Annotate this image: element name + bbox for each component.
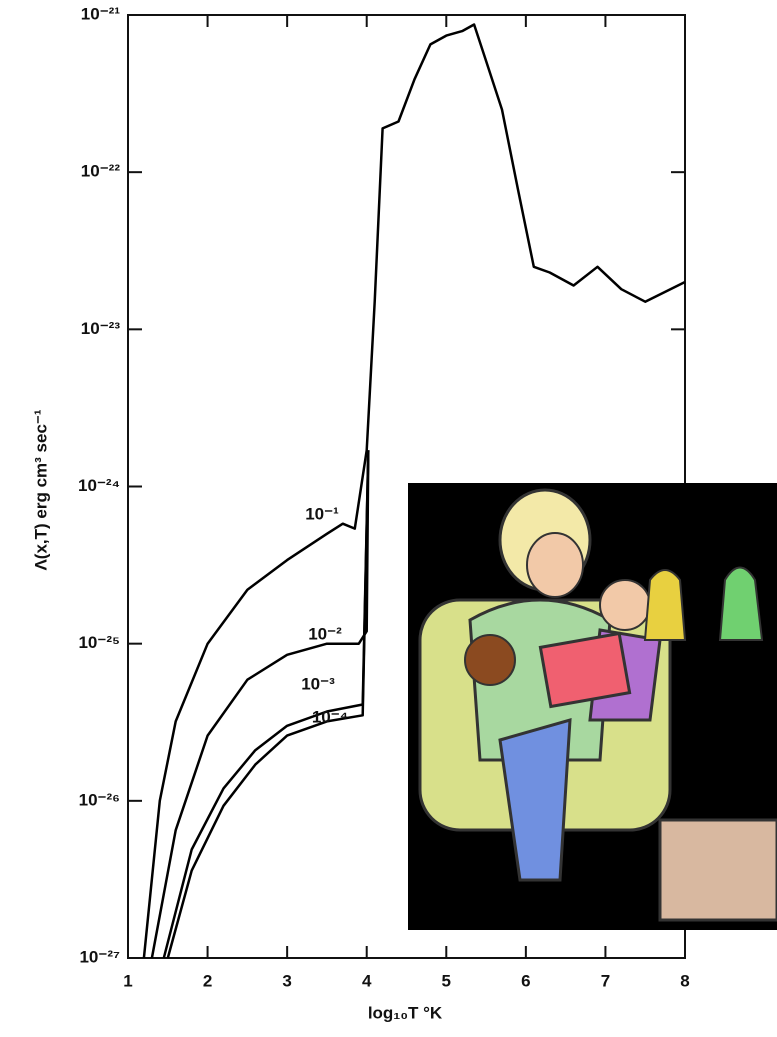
y-tick-label: 10⁻²³ bbox=[81, 319, 121, 338]
x-tick-label: 7 bbox=[601, 971, 610, 990]
grandmother-face bbox=[526, 532, 584, 598]
curves bbox=[142, 23, 686, 959]
y-axis-label: Λ(x,T) erg cm³ sec⁻¹ bbox=[31, 409, 50, 570]
curve-label: 10⁻⁴ bbox=[312, 707, 348, 726]
x-tick-label: 5 bbox=[442, 971, 451, 990]
y-tick-label: 10⁻²² bbox=[81, 162, 121, 181]
x-tick-label: 3 bbox=[282, 971, 291, 990]
coat-yellow bbox=[643, 569, 687, 641]
y-tick-label: 10⁻²⁴ bbox=[78, 476, 120, 495]
curve bbox=[166, 450, 370, 959]
x-tick-label: 1 bbox=[123, 971, 132, 990]
curve-label: 10⁻³ bbox=[301, 674, 335, 693]
girl-face bbox=[599, 579, 651, 631]
curve bbox=[162, 450, 370, 959]
x-tick-label: 2 bbox=[203, 971, 212, 990]
curve-label: 10⁻² bbox=[308, 624, 342, 643]
toy-box bbox=[658, 818, 777, 922]
y-tick-label: 10⁻²⁶ bbox=[79, 790, 120, 809]
legs bbox=[498, 717, 572, 882]
book bbox=[538, 631, 632, 709]
x-tick-label: 6 bbox=[521, 971, 530, 990]
x-tick-label: 4 bbox=[362, 971, 372, 990]
curve bbox=[142, 23, 686, 959]
curve-label: 10⁻¹ bbox=[305, 504, 339, 523]
boy-face bbox=[464, 634, 516, 686]
x-axis-label: log₁₀T °K bbox=[368, 1003, 443, 1022]
y-tick-label: 10⁻²⁵ bbox=[78, 633, 120, 652]
y-tick-label: 10⁻²⁷ bbox=[79, 947, 120, 966]
x-tick-label: 8 bbox=[680, 971, 689, 990]
y-tick-label: 10⁻²¹ bbox=[81, 4, 121, 23]
clipart bbox=[408, 483, 777, 930]
coat-green bbox=[718, 566, 764, 641]
